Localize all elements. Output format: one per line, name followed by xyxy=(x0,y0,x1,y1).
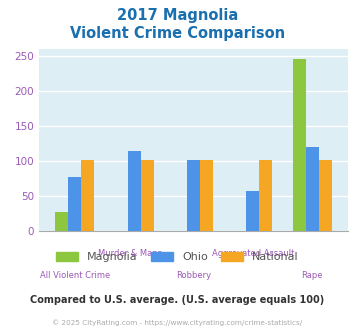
Text: © 2025 CityRating.com - https://www.cityrating.com/crime-statistics/: © 2025 CityRating.com - https://www.city… xyxy=(53,319,302,326)
Text: Violent Crime Comparison: Violent Crime Comparison xyxy=(70,26,285,41)
Text: Robbery: Robbery xyxy=(176,271,211,280)
Bar xyxy=(141,160,154,231)
Bar xyxy=(81,160,94,231)
Bar xyxy=(306,147,319,231)
Legend: Magnolia, Ohio, National: Magnolia, Ohio, National xyxy=(51,248,304,267)
Bar xyxy=(293,59,306,231)
Text: Compared to U.S. average. (U.S. average equals 100): Compared to U.S. average. (U.S. average … xyxy=(31,295,324,305)
Bar xyxy=(260,160,273,231)
Bar xyxy=(200,160,213,231)
Bar xyxy=(319,160,332,231)
Text: Murder & Mans...: Murder & Mans... xyxy=(98,249,170,258)
Bar xyxy=(246,190,260,231)
Text: 2017 Magnolia: 2017 Magnolia xyxy=(117,8,238,23)
Text: Rape: Rape xyxy=(301,271,323,280)
Text: Aggravated Assault: Aggravated Assault xyxy=(212,249,294,258)
Bar xyxy=(55,212,68,231)
Bar xyxy=(68,177,81,231)
Bar xyxy=(187,160,200,231)
Bar xyxy=(127,151,141,231)
Text: All Violent Crime: All Violent Crime xyxy=(39,271,110,280)
